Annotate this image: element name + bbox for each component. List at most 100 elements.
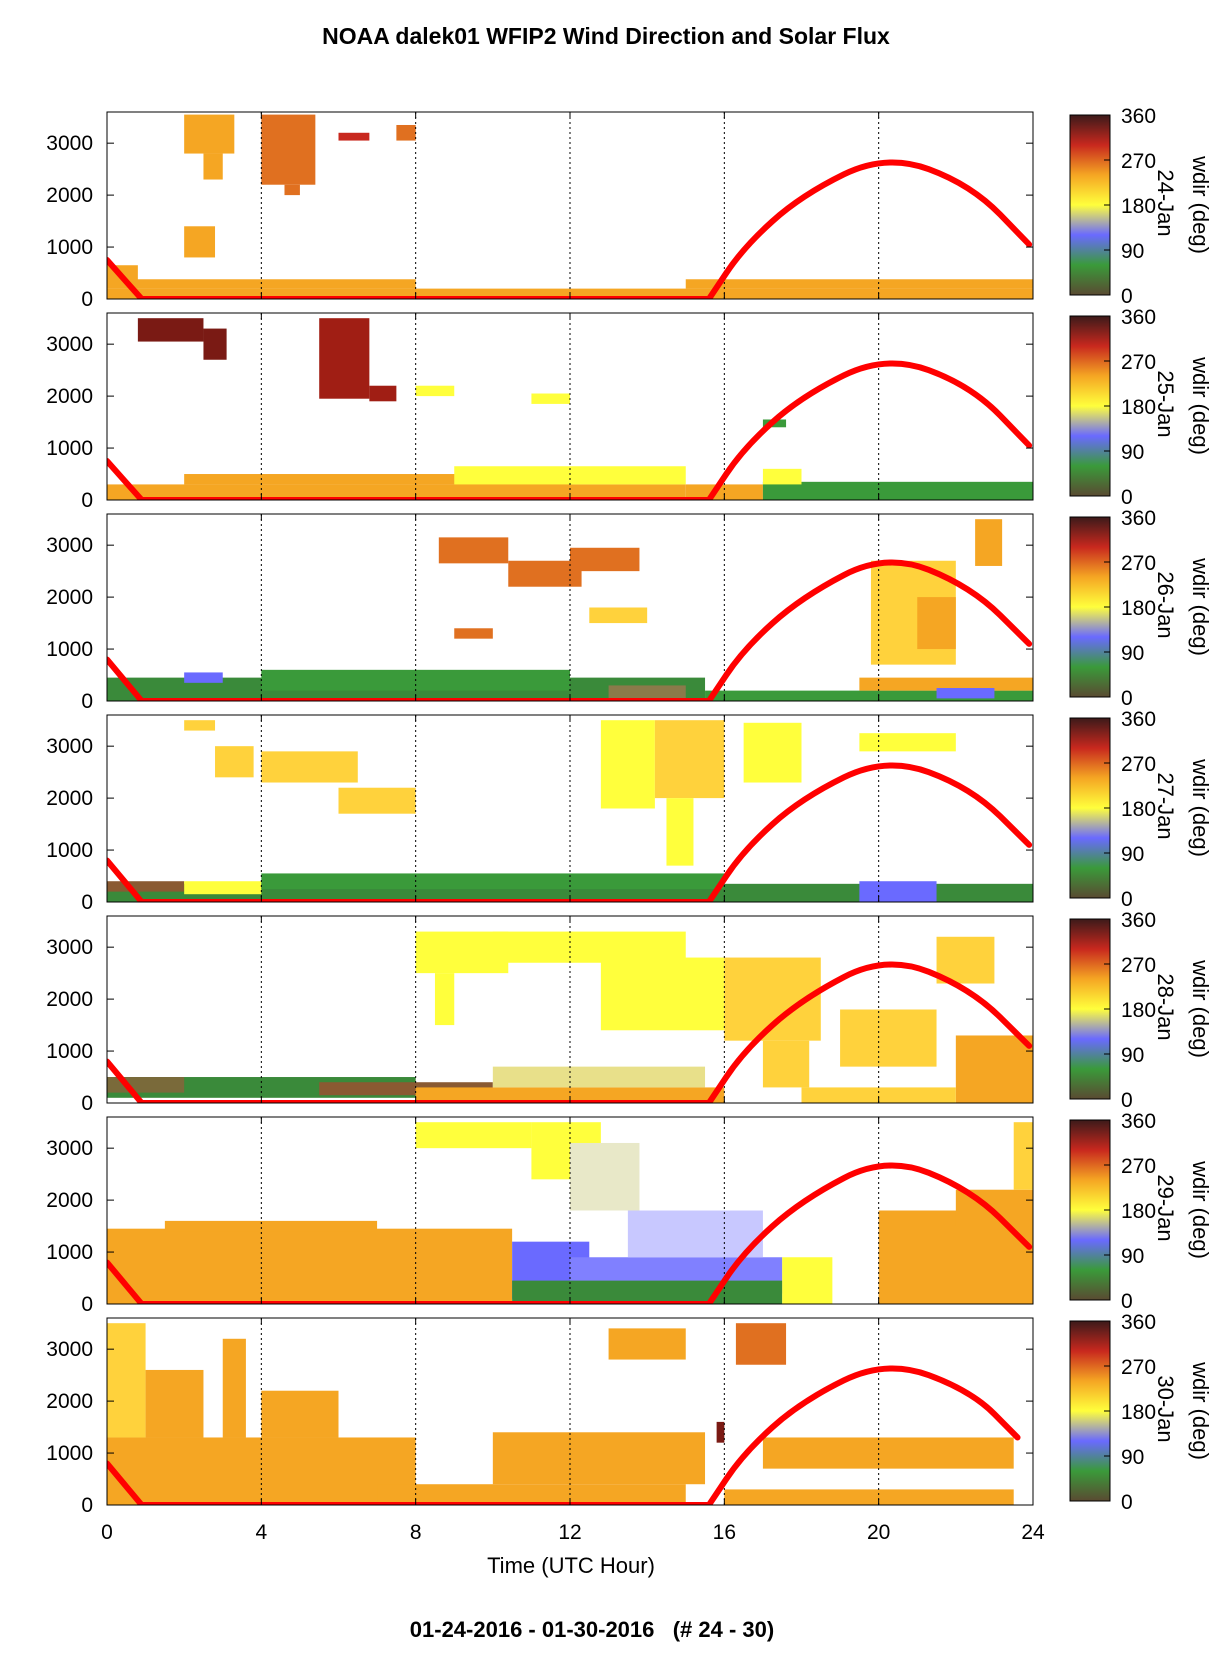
y-tick-label: 0	[81, 1092, 93, 1115]
panel-29-Jan: 0 1000 2000 3000 0 90 180 270 360 wdir (deg) 29-Ja…	[46, 1110, 1213, 1316]
panel-26-Jan: 0 1000 2000 3000 0 90 180 270 360 wdir (deg) 26-Ja…	[46, 507, 1213, 713]
wdir-cell	[454, 466, 686, 485]
x-tick-label: 20	[867, 1521, 890, 1544]
wdir-cell	[917, 597, 956, 650]
colorbar-tick-label: 360	[1121, 1311, 1156, 1334]
colorbar	[1069, 114, 1111, 296]
colorbar	[1069, 717, 1111, 899]
y-tick-label: 1000	[46, 1241, 93, 1264]
wdir-cell	[415, 1122, 532, 1149]
colorbar-tick-label: 180	[1121, 1200, 1156, 1223]
y-tick-label: 1000	[46, 437, 93, 460]
colorbar-tick-label: 360	[1121, 909, 1156, 932]
wdir-cell	[261, 114, 316, 185]
y-tick-label: 2000	[46, 586, 93, 609]
y-tick-label: 0	[81, 891, 93, 914]
wdir-cell	[107, 881, 185, 892]
colorbar-tick-label: 270	[1121, 1356, 1156, 1379]
wind-direction-patches	[107, 519, 1033, 701]
wdir-cell	[415, 385, 455, 397]
panel-date-label: 25-Jan	[1153, 370, 1178, 437]
wdir-cell	[184, 226, 216, 258]
wdir-cell	[600, 957, 725, 1031]
solar-flux-curve	[107, 762, 1033, 902]
wdir-cell	[319, 318, 370, 399]
y-tick-label: 0	[81, 489, 93, 512]
wdir-cell	[508, 560, 582, 587]
wdir-cell	[955, 1035, 1033, 1103]
wdir-cell	[203, 328, 227, 360]
colorbar-tick-label: 0	[1121, 285, 1133, 308]
y-tick-label: 2000	[46, 184, 93, 207]
wdir-cell	[570, 547, 640, 572]
colorbar-label: wdir (deg)	[1188, 758, 1213, 857]
panel-30-Jan: 0 1000 2000 3000 0 90 180 270 360 wdir (deg) 30-Ja…	[46, 1311, 1213, 1517]
wdir-cell	[203, 153, 223, 180]
wdir-cell	[608, 1328, 686, 1360]
wdir-cell	[589, 607, 648, 624]
wdir-cell	[762, 468, 802, 485]
wdir-cell	[1013, 1122, 1033, 1190]
colorbar	[1069, 1119, 1111, 1301]
colorbar	[1069, 918, 1111, 1100]
y-tick-label: 3000	[46, 333, 93, 356]
colorbar-tick-label: 360	[1121, 306, 1156, 329]
y-tick-label: 0	[81, 288, 93, 311]
wind-direction-patches	[107, 1122, 1033, 1304]
y-tick-label: 3000	[46, 1338, 93, 1361]
colorbar-tick-label: 360	[1121, 507, 1156, 530]
colorbar-tick-label: 180	[1121, 1401, 1156, 1424]
panel-date-label: 30-Jan	[1153, 1375, 1178, 1442]
wdir-cell	[570, 1142, 640, 1211]
wdir-cell	[396, 124, 416, 141]
wdir-cell	[415, 931, 509, 974]
wdir-cell	[215, 746, 254, 778]
wdir-cell	[222, 1338, 246, 1438]
x-axis: 0 4 8 12 16 20 24	[101, 1521, 1045, 1544]
wind-direction-patches	[107, 1323, 1014, 1505]
colorbar-tick-label: 0	[1121, 486, 1133, 509]
colorbar-tick-label: 180	[1121, 597, 1156, 620]
colorbar-label: wdir (deg)	[1188, 1361, 1213, 1460]
y-tick-label: 3000	[46, 534, 93, 557]
wdir-cell	[859, 881, 937, 902]
y-tick-label: 0	[81, 690, 93, 713]
colorbar-tick-label: 270	[1121, 552, 1156, 575]
wdir-cell	[936, 688, 995, 699]
panel-27-Jan: 0 1000 2000 3000 0 90 180 270 360 wdir (deg) 27-Ja…	[46, 708, 1213, 914]
colorbar-tick-label: 270	[1121, 150, 1156, 173]
wdir-cell	[705, 690, 1033, 701]
wdir-cell	[782, 1257, 833, 1304]
wdir-cell	[454, 628, 493, 639]
wdir-cell	[107, 1323, 146, 1438]
colorbar-label: wdir (deg)	[1188, 356, 1213, 455]
colorbar-tick-label: 360	[1121, 708, 1156, 731]
colorbar-tick-label: 90	[1121, 240, 1144, 263]
wdir-cell	[531, 393, 570, 404]
x-tick-label: 16	[713, 1521, 736, 1544]
colorbar-tick-label: 90	[1121, 843, 1144, 866]
x-tick-label: 4	[255, 1521, 267, 1544]
wdir-cell	[975, 519, 1003, 566]
wdir-cell	[415, 1087, 725, 1103]
panel-date-label: 28-Jan	[1153, 973, 1178, 1040]
y-tick-label: 1000	[46, 638, 93, 661]
y-tick-label: 2000	[46, 1189, 93, 1212]
panel-25-Jan: 0 1000 2000 3000 0 90 180 270 360 wdir (deg) 25-Ja…	[46, 306, 1213, 512]
colorbar-label: wdir (deg)	[1188, 155, 1213, 254]
wdir-cell	[859, 677, 1033, 691]
y-tick-label: 3000	[46, 132, 93, 155]
colorbar-tick-label: 180	[1121, 396, 1156, 419]
wdir-cell	[762, 1040, 810, 1088]
wdir-cell	[743, 722, 802, 783]
wdir-cell	[261, 1390, 339, 1438]
wdir-cell	[685, 279, 1033, 289]
wdir-cell	[492, 1066, 706, 1088]
y-tick-label: 3000	[46, 936, 93, 959]
wdir-cell	[492, 1432, 706, 1485]
wdir-cell	[145, 1369, 204, 1438]
wdir-cell	[261, 751, 358, 783]
x-tick-label: 24	[1021, 1521, 1045, 1544]
y-tick-label: 2000	[46, 1390, 93, 1413]
